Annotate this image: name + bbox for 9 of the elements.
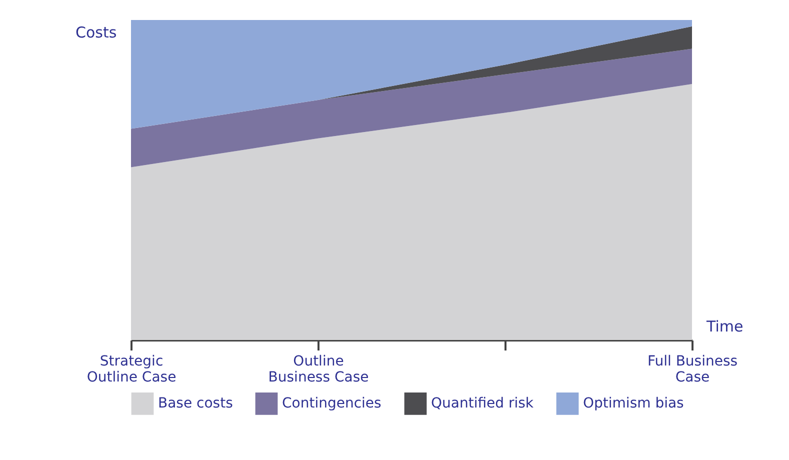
legend-label: Base costs xyxy=(158,396,233,412)
legend-label: Contingencies xyxy=(282,396,382,412)
legend-label: Optimism bias xyxy=(583,396,684,412)
x-tick-label: Outline Business Case xyxy=(268,354,369,386)
y-axis-title: Costs xyxy=(76,24,117,42)
legend-label: Quantified risk xyxy=(431,396,534,412)
x-tick-label: Full Business Case xyxy=(647,354,738,386)
x-tick-label: Strategic Outline Case xyxy=(86,354,176,386)
x-axis-title: Time xyxy=(706,318,744,336)
